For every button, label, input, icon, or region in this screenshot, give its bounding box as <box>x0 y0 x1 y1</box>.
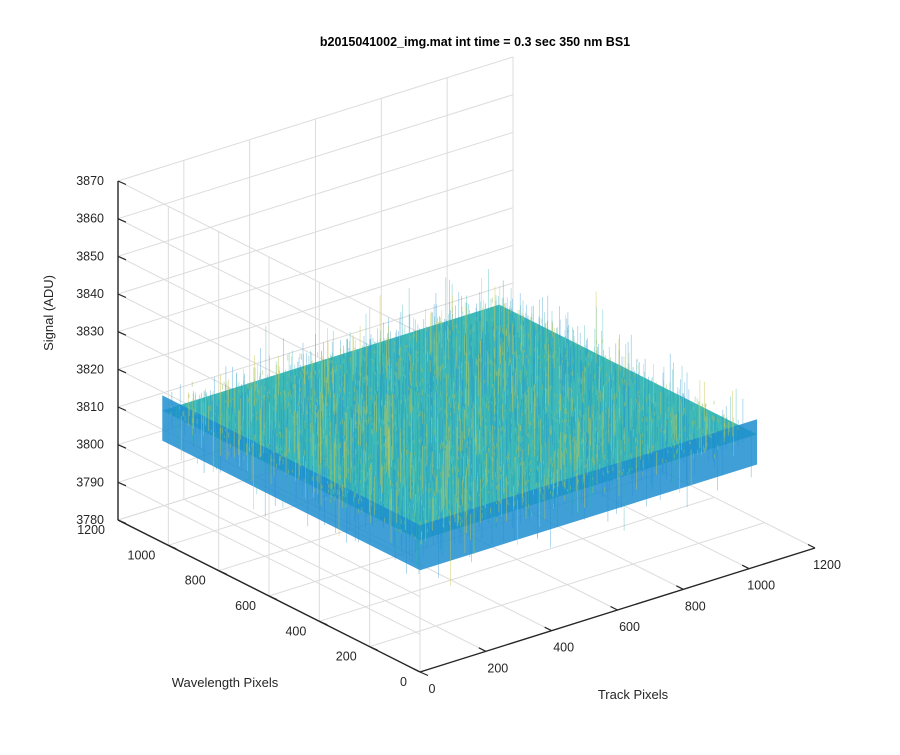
surface-front-face <box>420 419 758 571</box>
z-tick-label: 3860 <box>76 212 104 226</box>
x-tick-label: 0 <box>429 682 436 696</box>
y-tick-label: 600 <box>235 599 256 613</box>
surface <box>162 269 758 586</box>
y-axis-label: Wavelength Pixels <box>172 675 279 690</box>
z-tick <box>117 180 127 186</box>
y-tick-label: 1000 <box>128 548 156 562</box>
grid-line <box>117 444 421 598</box>
z-tick <box>117 481 127 487</box>
x-tick <box>478 647 487 652</box>
z-tick <box>117 293 127 299</box>
grid-line <box>369 522 765 648</box>
y-tick <box>319 620 328 626</box>
z-tick-label: 3800 <box>76 438 104 452</box>
y-tick-label: 0 <box>400 675 407 689</box>
y-tick <box>419 671 429 677</box>
axes <box>117 180 816 677</box>
z-tick-label: 3850 <box>76 249 104 263</box>
x-tick-label: 1000 <box>747 579 775 593</box>
y-tick-label: 1200 <box>77 523 105 537</box>
z-tick-label: 3830 <box>76 325 104 339</box>
z-tick <box>117 331 127 336</box>
z-tick-label: 3870 <box>76 174 104 188</box>
x-tick <box>807 543 816 549</box>
x-tick <box>676 585 684 590</box>
z-tick <box>117 519 127 525</box>
grid-line <box>117 180 421 334</box>
z-tick-label: 3790 <box>76 475 104 489</box>
grid-line <box>117 481 421 635</box>
z-tick-label: 3810 <box>76 400 104 414</box>
x-tick-label: 600 <box>619 620 640 634</box>
z-tick <box>117 218 127 223</box>
z-tick <box>117 368 127 374</box>
x-tick <box>610 605 618 611</box>
x-axis-label: Track Pixels <box>598 687 669 702</box>
surface-mesh-mid <box>175 269 753 574</box>
z-tick <box>117 444 127 449</box>
y-tick <box>168 544 177 550</box>
z-axis-label: Signal (ADU) <box>41 275 56 351</box>
z-tick-label: 3840 <box>76 287 104 301</box>
z-tick-label: 3820 <box>76 362 104 376</box>
grid-line <box>117 169 514 295</box>
y-tick-label: 200 <box>336 650 357 664</box>
grid-line <box>117 244 514 370</box>
x-tick <box>741 564 750 570</box>
x-tick-label: 1200 <box>813 558 841 572</box>
y-tick-label: 400 <box>285 624 306 638</box>
surface-mesh-high <box>180 278 734 586</box>
tick-labels: 0 200 400 600 800 1000 1200 0 200 400 600 800 1000 12… <box>76 174 841 696</box>
grid-line <box>319 496 715 622</box>
grid-line <box>117 56 514 182</box>
grid-line <box>117 94 514 220</box>
y-tick <box>268 595 278 601</box>
chart-title: b2015041002_img.mat int time = 0.3 sec 3… <box>320 35 630 49</box>
z-tick <box>117 255 127 261</box>
grid-line <box>117 207 514 333</box>
y-tick-label: 800 <box>185 574 206 588</box>
surface-highlights <box>170 297 739 544</box>
y-tick <box>369 646 378 651</box>
x-tick <box>544 626 552 632</box>
y-tick <box>218 570 227 575</box>
z-tick-label: 3780 <box>76 513 104 527</box>
z-tick <box>117 406 127 412</box>
x-tick-label: 400 <box>553 641 574 655</box>
x-tick <box>412 667 421 673</box>
grid-line <box>117 131 514 257</box>
x-tick-label: 800 <box>685 599 706 613</box>
x-tick-label: 200 <box>487 661 508 675</box>
